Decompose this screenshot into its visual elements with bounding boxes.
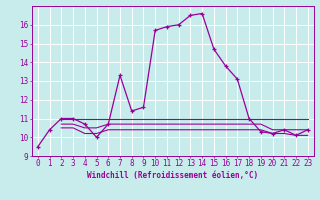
X-axis label: Windchill (Refroidissement éolien,°C): Windchill (Refroidissement éolien,°C): [87, 171, 258, 180]
